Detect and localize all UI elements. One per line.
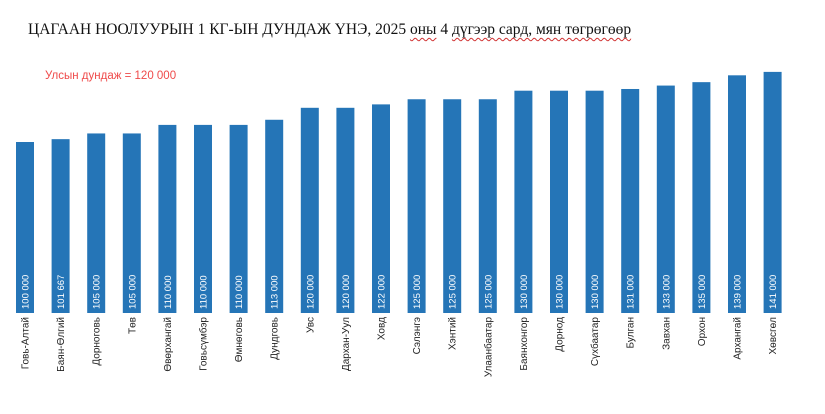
title-spellcheck-word: оны <box>409 21 437 38</box>
bar-value-label: 135 000 <box>697 275 708 309</box>
category-label: Ховд <box>377 317 388 340</box>
category-label: Орхон <box>697 317 708 346</box>
bar-8 <box>265 119 284 314</box>
category-label: Хэнтий <box>448 317 459 350</box>
bar-value-label: 125 000 <box>483 275 494 309</box>
category-label: Архангай <box>733 317 744 360</box>
bar-value-label: 130 000 <box>590 275 601 309</box>
bar-7 <box>229 124 248 314</box>
category-label: Төв <box>127 317 138 334</box>
category-label: Булган <box>626 317 637 348</box>
bar-value-label: 130 000 <box>555 275 566 309</box>
bar-20 <box>692 82 711 314</box>
category-label: Баян-Өлгий <box>56 317 67 372</box>
category-label: Дундговь <box>270 317 281 360</box>
bar-16 <box>550 90 568 313</box>
bar-value-label: 131 000 <box>626 275 637 309</box>
bar-value-label: 105 000 <box>127 275 138 309</box>
bar-12 <box>407 99 426 313</box>
category-label: Өмнөговь <box>234 317 245 362</box>
bar-14 <box>478 99 497 313</box>
bar-9 <box>300 107 319 313</box>
bar-10 <box>336 107 355 313</box>
bar-value-label: 130 000 <box>519 275 530 309</box>
title-text-mid: 4 <box>436 21 452 38</box>
category-label: Баянхонгор <box>519 317 530 371</box>
bar-value-label: 125 000 <box>448 275 459 309</box>
bar-value-label: 110 000 <box>199 275 210 309</box>
category-label: Дорнод <box>555 317 566 352</box>
category-label: Дорноговь <box>92 317 103 366</box>
category-label: Сүхбаатар <box>589 317 601 367</box>
category-label: Сэлэнгэ <box>412 317 423 354</box>
bar-19 <box>656 85 675 313</box>
bar-13 <box>443 99 462 313</box>
bar-5 <box>158 124 177 314</box>
category-label: Улаанбаатар <box>482 317 494 378</box>
bar-15 <box>514 90 533 313</box>
category-label: Завхан <box>661 317 672 350</box>
category-labels-group: Говь-Алтай Баян-Өлгий Дорноговь Төв Өвөрханг… <box>21 317 780 378</box>
category-label: Дархан-Уул <box>341 317 352 371</box>
category-label: Увс <box>305 317 316 333</box>
bar-22 <box>763 71 782 313</box>
bar-value-label: 125 000 <box>412 275 423 309</box>
bar-value-label: 101 667 <box>56 275 67 309</box>
bar-6 <box>194 124 212 314</box>
category-label: Говьсүмбэр <box>198 317 210 371</box>
title-text: ЦАГААН НООЛУУРЫН 1 КГ-ЫН ДУНДАЖ ҮНЭ, 202… <box>28 21 410 38</box>
bar-value-label: 120 000 <box>341 275 352 309</box>
bar-value-label: 110 000 <box>234 275 245 309</box>
bar-3 <box>87 133 106 313</box>
chart-title: ЦАГААН НООЛУУРЫН 1 КГ-ЫН ДУНДАЖ ҮНЭ, 202… <box>28 21 818 39</box>
bar-value-label: 141 000 <box>768 275 779 309</box>
bar-value-label: 110 000 <box>163 275 174 309</box>
bar-21 <box>728 75 746 313</box>
bar-value-label: 139 000 <box>733 275 744 309</box>
bar-value-label: 120 000 <box>305 275 316 309</box>
category-label: Хөвсгөл <box>768 317 779 355</box>
category-label: Говь-Алтай <box>21 317 32 369</box>
bar-17 <box>585 90 604 313</box>
category-label: Өвөрхангай <box>163 317 174 372</box>
national-average-note: Улсын дундаж = 120 000 <box>45 70 176 82</box>
bar-1 <box>16 142 34 313</box>
bar-value-label: 122 000 <box>377 275 388 309</box>
bar-value-label: 113 000 <box>270 275 281 309</box>
bar-value-label: 105 000 <box>92 275 103 309</box>
bars-group: 100 000 101 667 105 000 105 000 110 000 110 0… <box>16 71 782 314</box>
bar-value-label: 100 000 <box>21 275 32 309</box>
bar-2 <box>51 139 70 313</box>
bar-4 <box>122 133 141 313</box>
title-spellcheck-phrase: дүгээр сард, мян төгрөгөөр <box>451 21 632 38</box>
bar-18 <box>621 88 640 314</box>
bar-11 <box>372 104 390 313</box>
bar-value-label: 133 000 <box>661 275 672 309</box>
